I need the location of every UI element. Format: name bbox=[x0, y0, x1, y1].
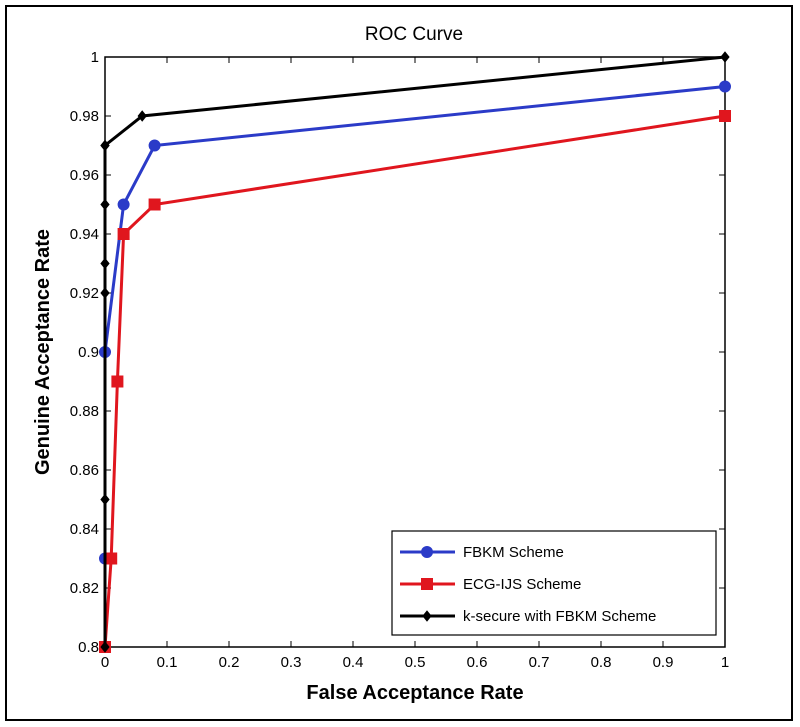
y-tick-label: 0.9 bbox=[78, 344, 99, 361]
x-tick-label: 1 bbox=[721, 654, 729, 671]
series-0-point bbox=[719, 80, 731, 93]
x-tick-label: 0.8 bbox=[591, 654, 612, 671]
series-2-point bbox=[100, 287, 110, 299]
x-tick-label: 0.3 bbox=[281, 654, 302, 671]
x-tick-label: 0.7 bbox=[529, 654, 550, 671]
series-2-point bbox=[720, 51, 730, 63]
legend-label-2: k-secure with FBKM Scheme bbox=[463, 608, 656, 625]
axis-ticks: 0 0.1 0.2 0.3 0.4 0.5 0.6 0.7 0.8 0.9 1 0.8 0.82 0.84… bbox=[70, 49, 729, 671]
y-tick-label: 0.82 bbox=[70, 580, 99, 597]
y-tick-label: 1 bbox=[91, 49, 99, 66]
y-tick-label: 0.86 bbox=[70, 462, 99, 479]
legend-marker-2 bbox=[422, 610, 432, 622]
series-2-point bbox=[100, 493, 110, 506]
y-tick-label: 0.8 bbox=[78, 639, 99, 656]
y-tick-label: 0.98 bbox=[70, 108, 99, 125]
figure-frame bbox=[5, 5, 793, 721]
legend-marker-1 bbox=[421, 578, 433, 590]
series-1-point bbox=[117, 228, 130, 240]
series-1-point bbox=[148, 198, 161, 211]
legend: FBKM Scheme ECG-IJS Scheme k-secure with F… bbox=[391, 530, 717, 636]
series-line-1 bbox=[103, 114, 726, 648]
x-tick-label: 0.2 bbox=[219, 654, 240, 671]
series-layer bbox=[99, 51, 731, 653]
y-tick-label: 0.92 bbox=[70, 285, 99, 302]
y-axis-label: Genuine Acceptance Rate bbox=[32, 229, 54, 475]
series-2-point bbox=[100, 257, 110, 270]
y-tick-label: 0.96 bbox=[70, 167, 99, 184]
x-tick-label: 0.1 bbox=[157, 654, 178, 671]
x-tick-label: 0.9 bbox=[653, 654, 674, 671]
series-0-point bbox=[148, 139, 161, 152]
series-2-point bbox=[100, 641, 110, 653]
x-tick-label: 0.6 bbox=[467, 654, 488, 671]
series-2-point bbox=[100, 198, 110, 211]
legend-label-1: ECG-IJS Scheme bbox=[463, 576, 581, 593]
chart-title: ROC Curve bbox=[365, 24, 463, 45]
series-0-point bbox=[117, 198, 130, 211]
series-line-2 bbox=[103, 55, 726, 647]
series-1-point bbox=[105, 552, 118, 565]
y-tick-label: 0.94 bbox=[70, 226, 99, 243]
series-1-point bbox=[719, 110, 731, 122]
series-1-point bbox=[111, 375, 124, 388]
x-axis-label: False Acceptance Rate bbox=[306, 682, 523, 704]
legend-marker-0 bbox=[421, 546, 433, 558]
x-tick-label: 0.5 bbox=[405, 654, 426, 671]
y-tick-label: 0.88 bbox=[70, 403, 99, 420]
x-tick-label: 0 bbox=[101, 654, 109, 671]
series-2-point bbox=[137, 110, 147, 122]
series-2-point bbox=[100, 139, 110, 152]
y-tick-label: 0.84 bbox=[70, 521, 99, 538]
legend-label-0: FBKM Scheme bbox=[463, 544, 564, 561]
x-tick-label: 0.4 bbox=[343, 654, 364, 671]
